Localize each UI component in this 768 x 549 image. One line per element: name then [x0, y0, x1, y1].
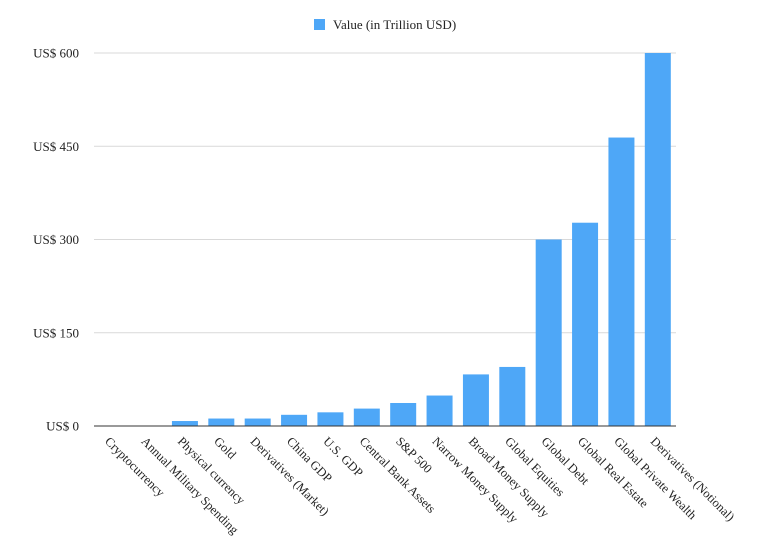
- bar[interactable]: [390, 402, 417, 426]
- legend[interactable]: Value (in Trillion USD): [314, 17, 456, 32]
- legend-swatch: [314, 19, 325, 30]
- bars: [99, 53, 671, 426]
- y-tick-label: US$ 450: [33, 139, 79, 154]
- bar[interactable]: [281, 414, 308, 426]
- y-tick-label: US$ 150: [33, 325, 79, 340]
- bar[interactable]: [535, 239, 562, 427]
- y-axis-ticks: US$ 0 US$ 150 US$ 300 US$ 450 US$ 600: [33, 46, 79, 434]
- bar[interactable]: [353, 408, 380, 426]
- legend-label: Value (in Trillion USD): [333, 17, 456, 32]
- y-tick-label: US$ 0: [46, 419, 79, 434]
- x-tick-label: Gold: [211, 434, 239, 462]
- bar[interactable]: [426, 395, 453, 426]
- bar[interactable]: [317, 412, 344, 426]
- y-tick-label: US$ 300: [33, 232, 79, 247]
- bar[interactable]: [462, 374, 489, 426]
- bar[interactable]: [572, 222, 599, 426]
- bar[interactable]: [608, 137, 635, 426]
- bar[interactable]: [644, 53, 671, 426]
- bar[interactable]: [171, 421, 198, 426]
- bar[interactable]: [208, 418, 235, 426]
- bar[interactable]: [244, 418, 271, 426]
- bar[interactable]: [499, 366, 526, 426]
- y-tick-label: US$ 600: [33, 46, 79, 61]
